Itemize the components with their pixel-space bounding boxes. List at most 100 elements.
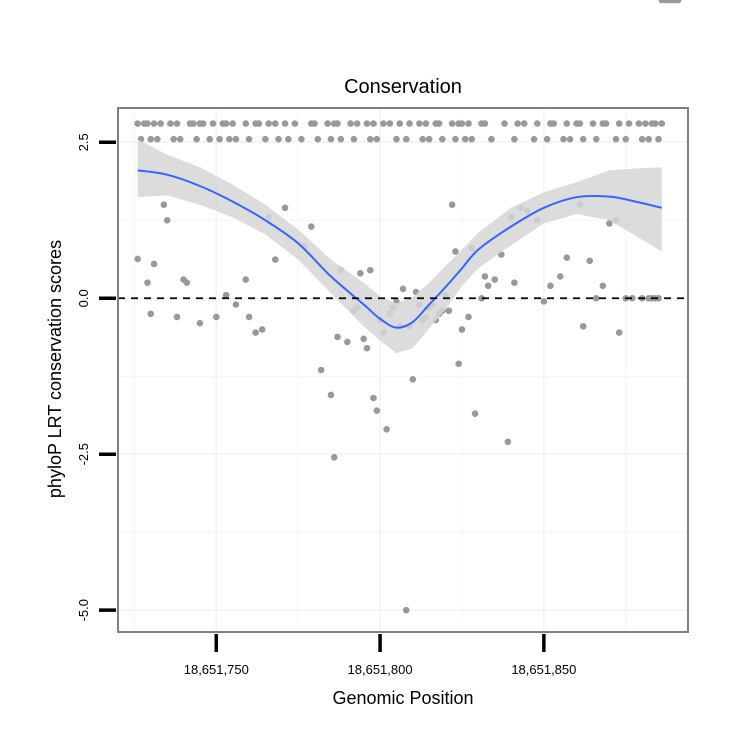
data-point [556,273,564,280]
data-point [160,201,168,208]
data-point [173,120,181,127]
data-point [629,294,636,302]
data-point [589,120,597,127]
data-point [229,120,236,127]
data-point [147,310,155,318]
data-point [173,313,181,321]
data-point [193,135,200,143]
data-point [317,366,325,374]
data-point [468,135,476,143]
data-point [255,120,263,127]
data-point [206,135,214,143]
data-point [157,120,164,127]
data-point [209,120,217,127]
data-point [579,323,587,330]
plot-area: 2.5 0.0 -2.5 -5.0 18,651,750 18,651,800 18,651… [76,0,689,677]
data-point [386,120,394,127]
data-point [144,279,151,286]
data-point [452,248,459,255]
data-point [566,135,574,143]
data-point [586,257,594,265]
data-point [478,294,485,302]
data-point [481,273,489,280]
data-point [271,120,279,127]
data-point [226,135,233,143]
data-point [452,135,459,143]
data-point [615,329,623,336]
data-point [337,135,345,143]
y-tick-label: -2.5 [76,443,91,465]
data-point [258,326,266,333]
data-point [602,120,610,127]
data-point [176,135,184,143]
data-point [285,135,292,143]
data-point [491,276,499,283]
data-point [635,120,643,127]
data-point [190,120,197,127]
data-point [324,120,331,127]
data-point [488,135,495,143]
x-tick-label: 18,651,750 [184,662,249,677]
data-point [393,135,400,143]
data-point [655,294,662,302]
data-point [579,135,587,143]
data-point [439,135,446,143]
data-point [448,201,456,208]
data-point [298,135,305,143]
data-point [265,120,272,127]
data-point [327,135,335,143]
data-point [645,135,652,143]
data-point [216,135,223,143]
panel-border [117,107,689,633]
data-point [366,266,374,274]
data-point [534,120,541,127]
data-point [422,120,430,127]
data-point [638,135,646,143]
data-point [252,329,259,336]
data-point [373,407,381,414]
data-point [366,135,374,143]
data-point [651,120,659,127]
data-point [154,135,161,143]
data-point [563,254,571,262]
data-point [275,135,282,143]
data-point [435,120,443,127]
y-tick-label: 0.0 [76,289,91,307]
data-point [334,333,341,341]
data-point [360,335,367,343]
data-point [363,344,371,352]
data-point [222,120,230,127]
data-point [530,135,538,143]
data-point [547,282,554,290]
data-point [167,120,174,127]
data-point [511,279,518,286]
data-point [606,220,613,227]
data-point [563,120,571,127]
data-point [612,135,620,143]
data-point [658,120,666,127]
data-point [232,301,240,308]
data-point [281,204,289,212]
data-point [458,326,466,333]
data-point [311,120,318,127]
data-point [262,135,269,143]
data-point [402,606,410,614]
data-point [144,120,151,127]
data-point [271,256,279,263]
data-point [448,120,456,127]
data-point [445,307,453,315]
data-point [307,223,315,230]
data-point [416,120,423,127]
data-point [455,360,462,368]
data-point [242,276,250,283]
data-point [380,120,387,127]
data-point [642,120,649,127]
data-point [511,135,518,143]
data-point [425,135,433,143]
data-point [504,438,512,446]
chart-title: Conservation [344,76,462,98]
data-point [419,135,426,143]
data-point [212,313,220,321]
data-point [383,425,390,433]
